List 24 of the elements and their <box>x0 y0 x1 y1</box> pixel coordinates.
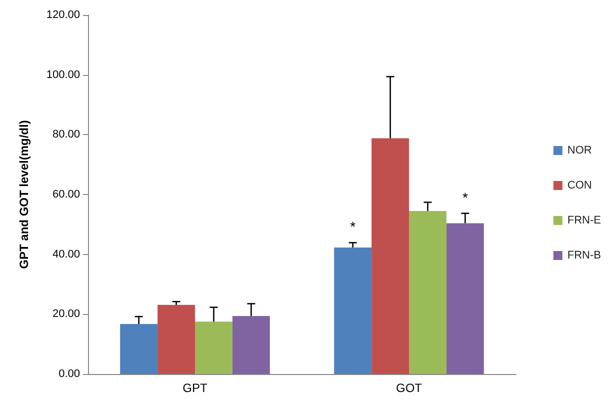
legend-label: FRN-E <box>567 214 602 226</box>
bar <box>195 322 232 374</box>
y-tick-label: 20.00 <box>52 308 80 320</box>
bar <box>158 304 195 374</box>
bar <box>120 324 158 374</box>
legend-label: CON <box>567 180 592 192</box>
y-axis-title: GPT and GOT level(mg/dl) <box>17 120 31 269</box>
y-tick-label: 80.00 <box>52 128 80 141</box>
bar <box>334 247 372 374</box>
data-label: * <box>462 189 468 206</box>
y-tick-label: 120.00 <box>46 9 80 21</box>
x-tick-label: GPT <box>182 381 208 395</box>
bar <box>446 223 484 374</box>
legend-label: FRN-B <box>567 250 602 262</box>
y-tick-label: 0.00 <box>58 368 80 380</box>
bar <box>409 210 446 374</box>
data-label: * <box>350 218 356 235</box>
y-tick-label: 100.00 <box>46 68 80 81</box>
y-tick-label: 60.00 <box>52 188 80 200</box>
bar <box>372 138 409 374</box>
x-tick-label: GOT <box>396 381 423 395</box>
y-tick-label: 40.00 <box>52 248 80 260</box>
legend-label: NOR <box>567 144 592 156</box>
bar <box>232 316 270 374</box>
